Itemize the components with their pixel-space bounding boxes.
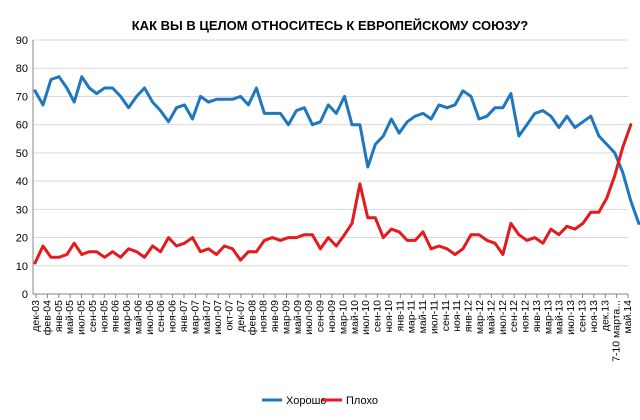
y-tick-label: 90 [16,35,28,47]
x-tick-label: май-11 [417,300,429,333]
x-tick-label: мар-07 [189,300,201,334]
x-tick-label: янв-07 [178,300,190,332]
y-axis: 0 10 20 30 40 50 60 70 80 90 [16,35,28,301]
x-tick-label: дек.13 [599,300,611,331]
x-tick-label: май-05 [64,300,76,334]
x-tick-label: сен-09 [315,300,327,332]
x-tick-label: май-06 [132,300,144,334]
x-tick-label: янв-11 [394,300,406,332]
x-tick-label: июл-12 [497,300,509,335]
gridlines [32,39,628,295]
x-tick-label: ноя-08 [258,300,270,333]
x-tick-label: дек-07 [235,300,247,332]
y-tick-label: 40 [16,176,28,188]
x-tick-label: мар-09 [280,300,292,334]
y-tick-label: 0 [22,289,28,301]
x-tick-label: мар-10 [337,300,349,334]
chart-title: КАК ВЫ В ЦЕЛОМ ОТНОСИТЕСЬ К ЕВРОПЕЙСКОМУ… [132,18,529,33]
x-tick-label: мар-06 [121,300,133,334]
legend-label-horosho: Хорошо [286,395,327,407]
y-tick-label: 70 [16,91,28,103]
x-tick-label: ноя-12 [520,300,532,333]
x-tick-label: май-13 [554,300,566,334]
x-tick-label: сен-05 [87,300,99,332]
x-tick-label: сен-06 [155,300,167,332]
x-tick-label: мар-11 [406,300,418,333]
y-tick-label: 10 [16,261,28,273]
y-tick-label: 50 [16,148,28,160]
x-tick-label: мар-12 [474,300,486,334]
x-tick-label: мар-13 [542,300,554,334]
x-tick-label: дек-03 [30,300,42,332]
x-tick-label: янв-12 [463,300,475,332]
x-tick-label: июл-07 [212,300,224,335]
x-tick-label: сен-13 [576,300,588,332]
y-tick-label: 20 [16,233,28,245]
x-tick-label: май-07 [201,300,213,334]
y-tick-label: 60 [16,120,28,132]
x-tick-label: сен-11 [440,300,452,331]
x-tick-label: сен-10 [372,300,384,332]
x-tick-label: ноя-09 [326,300,338,333]
x-tick-label: май.14 [622,300,634,334]
legend: Хорошо Плохо [262,395,378,407]
x-tick-label: ноя-10 [383,300,395,333]
x-tick-label: июл-13 [565,300,577,335]
x-tick-label: фев-08 [246,300,258,335]
x-tick-label: янв-05 [53,300,65,332]
series-line-horosho [33,75,640,225]
x-tick-label: ноя-05 [98,300,110,333]
x-tick-label: фев-04 [41,300,53,335]
x-tick-label: ноя-11 [451,300,463,332]
y-tick-label: 80 [16,63,28,75]
x-tick-label: янв-09 [269,300,281,332]
legend-label-ploho: Плохо [346,395,378,407]
x-tick-label: ноя-13 [588,300,600,333]
y-tick-label: 30 [16,204,28,216]
x-tick-label: май-10 [349,300,361,334]
x-axis: дек-03 фев-04 янв-05 май-05 июл-05 сен-05 ноя-… [30,294,634,362]
x-tick-label: май-09 [292,300,304,334]
x-tick-label: ноя-06 [167,300,179,333]
x-tick-label: июл-06 [144,300,156,335]
x-tick-label: сен-12 [508,300,520,332]
x-tick-label: июл-10 [360,300,372,335]
x-tick-label: янв-06 [110,300,122,332]
x-tick-label: янв-13 [531,300,543,332]
x-tick-label: окт-07 [224,300,236,331]
x-tick-label: июл-09 [303,300,315,335]
series-lines [33,75,640,265]
x-tick-label: 7-10 марта... [611,300,623,362]
x-tick-label: июл-11 [428,300,440,334]
series-line-ploho [33,123,633,265]
x-tick-label: июл-05 [76,300,88,335]
x-tick-label: май-12 [485,300,497,334]
